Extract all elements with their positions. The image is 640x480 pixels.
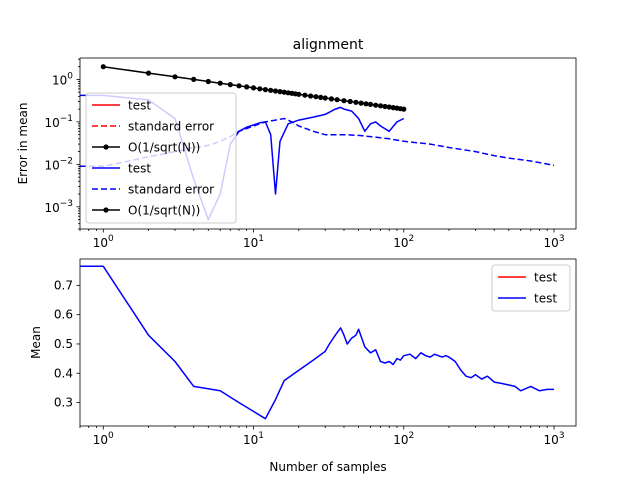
chart1-series-2-point: [382, 103, 388, 110]
chart2-legend-label: test: [534, 271, 557, 285]
chart1-xtick-label: 100: [93, 234, 114, 250]
chart1-legend-marker: [103, 207, 109, 213]
chart2-legend: test test: [491, 264, 571, 312]
chart2-xlabel: Number of samples: [269, 460, 386, 474]
chart2-xtick-label: 103: [544, 431, 565, 447]
chart1-series-2-point: [272, 88, 279, 94]
chart1-series-2-point: [367, 101, 374, 107]
chart1-legend-label: O(1/sqrt(N)): [128, 204, 200, 218]
chart1-series-2-point: [313, 94, 319, 100]
chart2-ytick-label: 0.4: [54, 366, 73, 380]
chart1-series-2-point: [347, 98, 353, 105]
chart1-series-2-point: [191, 76, 197, 82]
chart1-series-2-point: [100, 64, 106, 70]
chart1-xtick-label: 102: [393, 234, 414, 250]
chart1-series-2-point: [244, 84, 250, 90]
chart1-legend: test standard error O(1/sqrt(N)) test standa…: [85, 92, 237, 224]
chart1-series-2-point: [318, 94, 324, 100]
chart1-series-2-point: [302, 92, 308, 98]
chart1-series-2-point: [257, 86, 263, 92]
chart1-series-2-point: [205, 78, 211, 85]
chart1-series-2-point: [377, 103, 384, 109]
chart1-series-2-point: [262, 87, 268, 93]
chart1-series-2-point: [322, 95, 328, 101]
chart2-series-group: [80, 265, 554, 420]
chart2-ytick-label: 0.7: [54, 278, 73, 292]
chart2-legend-label: test: [534, 292, 557, 306]
chart1-series-2-point: [145, 70, 152, 76]
chart1-series-group: [80, 64, 555, 221]
chart1-series-2-point: [217, 80, 223, 86]
chart2-xtick-label: 100: [93, 431, 114, 447]
chart1-series-2-point: [308, 93, 314, 99]
chart1-ytick-label: 100: [52, 71, 73, 87]
chart2-xtick-label: 102: [393, 431, 414, 447]
chart2-xtick-label: 101: [243, 431, 264, 447]
chart1-xtick-label: 103: [544, 234, 565, 250]
chart1-series-2-point: [250, 85, 257, 91]
chart2-ylabel: Mean: [29, 326, 43, 359]
chart1-series-2-point: [334, 97, 340, 103]
chart1-legend-label: standard error: [128, 120, 214, 134]
chart1-axes-frame: [79, 57, 577, 230]
chart1-legend-label: test: [128, 99, 151, 113]
chart1-series-2-point: [281, 89, 287, 95]
chart1-series-2-point: [296, 91, 302, 97]
chart1-series-2-point: [236, 83, 242, 89]
chart1-series-2-point: [172, 74, 178, 80]
chart2-series-line-0: [80, 265, 554, 420]
chart1-title: alignment: [293, 37, 364, 53]
chart1-series-2-point: [386, 104, 392, 110]
chart2-ytick-label: 0.6: [54, 308, 73, 322]
chart2-axes-frame: [79, 258, 577, 427]
chart1-series-2-point: [358, 100, 364, 106]
chart1-ytick-label: 10−2: [44, 156, 73, 172]
chart1-ylabel: Error in mean: [16, 103, 30, 185]
chart2-legend-frame: [491, 264, 571, 312]
chart1-series-2-point: [353, 99, 359, 105]
chart1-series-2-point: [401, 106, 407, 112]
chart1-group: 100 101 102 103 10−3 10−2 10−1 100 alignment Erro…: [16, 37, 577, 250]
chart1-series-2-point: [373, 102, 379, 108]
chart1-series-2-point: [227, 82, 233, 88]
chart1-ytick-label: 10−1: [44, 114, 73, 130]
chart1-series-2-point: [363, 101, 369, 107]
chart1-ytick-label: 10−3: [44, 199, 73, 215]
chart1-series-2-point: [341, 98, 347, 104]
chart1-legend-label: standard error: [128, 183, 214, 197]
chart1-xtick-label: 101: [243, 234, 264, 250]
chart1-series-line-1: [80, 117, 555, 168]
chart1-series-2-point: [328, 96, 334, 102]
chart2-ytick-label: 0.3: [54, 396, 73, 410]
chart1-series-2-point: [277, 89, 283, 95]
chart1-legend-frame: [85, 92, 237, 224]
chart1-legend-label: test: [128, 162, 151, 176]
chart2-group: 100 101 102 103 0.3 0.4 0.5 0.6 0.7 Number of sam…: [29, 258, 577, 474]
chart1-legend-marker: [103, 144, 109, 150]
chart1-legend-label: O(1/sqrt(N)): [128, 141, 200, 155]
chart2-ytick-label: 0.5: [54, 337, 73, 351]
chart1-series-2-point: [268, 87, 274, 93]
